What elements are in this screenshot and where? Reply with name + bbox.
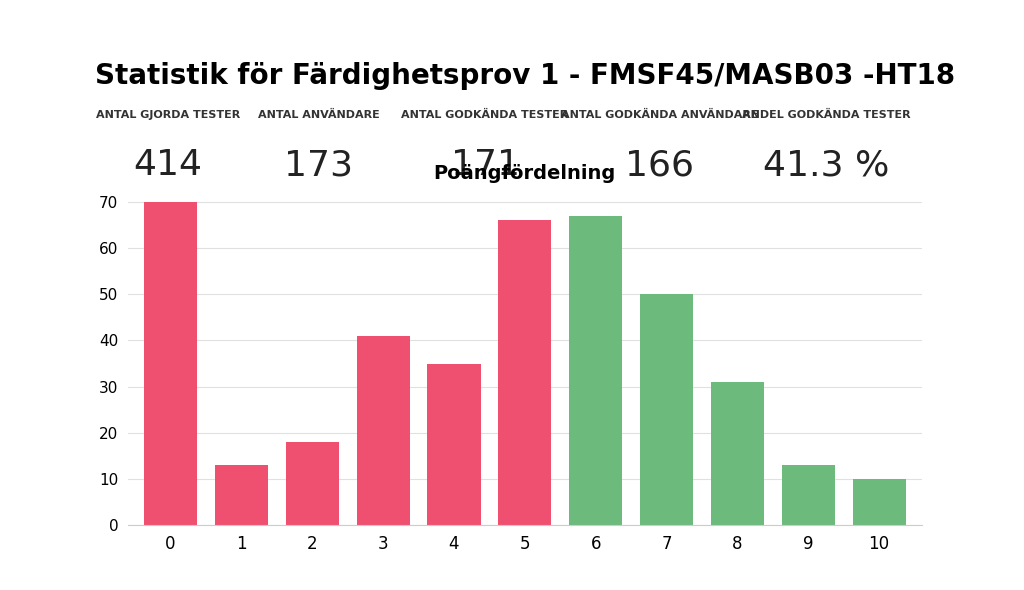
Text: ANDEL GODKÄNDA TESTER: ANDEL GODKÄNDA TESTER bbox=[742, 110, 910, 120]
Text: ANTAL GJORDA TESTER: ANTAL GJORDA TESTER bbox=[95, 110, 240, 120]
Text: 171: 171 bbox=[451, 148, 519, 182]
Bar bbox=[215, 465, 268, 525]
Bar bbox=[144, 202, 197, 525]
Bar bbox=[640, 294, 693, 525]
Bar bbox=[427, 363, 480, 525]
Text: ANTAL GODKÄNDA TESTER: ANTAL GODKÄNDA TESTER bbox=[401, 110, 568, 120]
Bar bbox=[853, 479, 905, 525]
Bar bbox=[356, 336, 410, 525]
Title: Poängfördelning: Poängfördelning bbox=[434, 164, 615, 183]
Bar bbox=[569, 216, 623, 525]
Bar bbox=[711, 382, 764, 525]
Text: 41.3 %: 41.3 % bbox=[763, 148, 890, 182]
Text: 166: 166 bbox=[626, 148, 694, 182]
Text: 173: 173 bbox=[284, 148, 353, 182]
Text: Statistik för Färdighetsprov 1 - FMSF45/MASB03 -HT18: Statistik för Färdighetsprov 1 - FMSF45/… bbox=[95, 62, 954, 90]
Text: ANTAL GODKÄNDA ANVÄNDARE: ANTAL GODKÄNDA ANVÄNDARE bbox=[561, 110, 759, 120]
Text: ANTAL ANVÄNDARE: ANTAL ANVÄNDARE bbox=[258, 110, 379, 120]
Bar bbox=[499, 221, 551, 525]
Bar bbox=[781, 465, 835, 525]
Text: 414: 414 bbox=[133, 148, 202, 182]
Bar bbox=[286, 442, 339, 525]
